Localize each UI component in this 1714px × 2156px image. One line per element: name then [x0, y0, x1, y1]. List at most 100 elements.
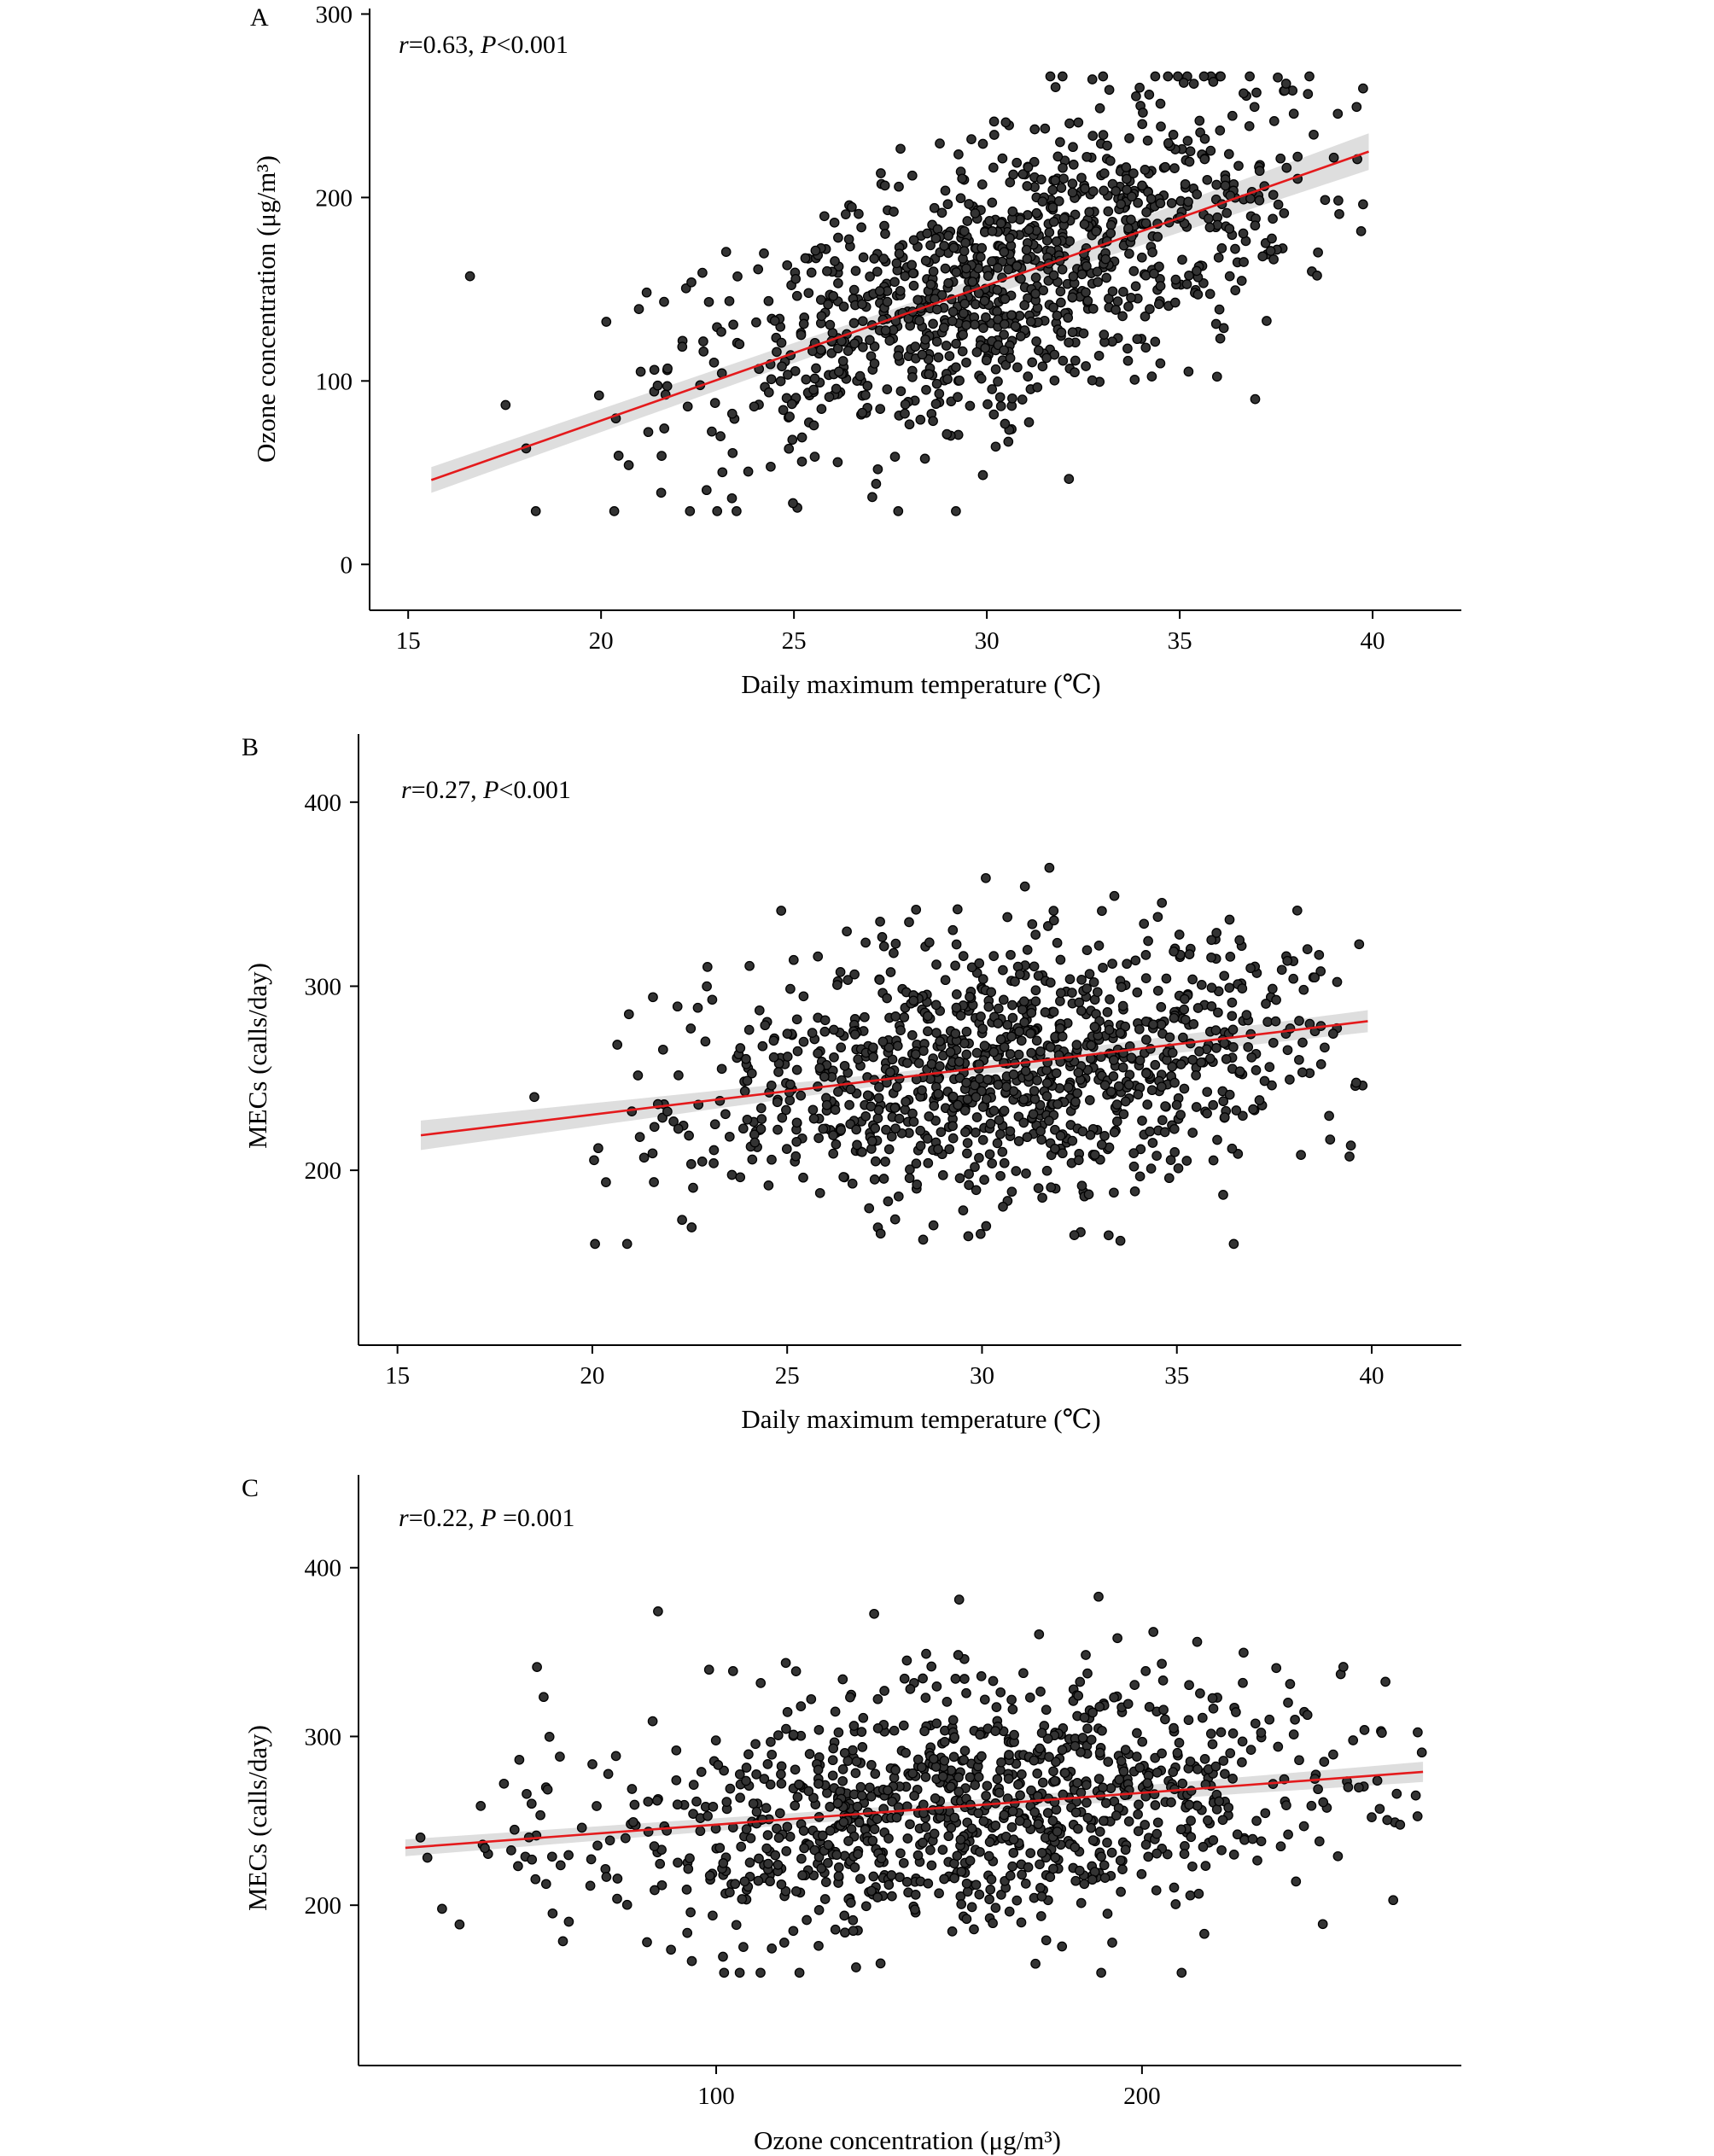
data-point	[961, 1878, 972, 1889]
data-point	[980, 342, 991, 353]
data-point	[813, 1940, 824, 1951]
data-point	[895, 285, 906, 296]
data-point	[781, 1144, 792, 1154]
data-point	[1237, 1736, 1248, 1747]
data-point	[1082, 1723, 1093, 1734]
data-point	[1147, 1138, 1158, 1148]
data-point	[1031, 1035, 1042, 1046]
data-point	[1285, 1075, 1295, 1085]
data-point	[563, 1916, 574, 1927]
data-point	[1126, 292, 1136, 303]
data-point	[823, 1857, 833, 1868]
data-point	[1017, 1869, 1027, 1880]
data-point	[1020, 1879, 1031, 1889]
data-point	[998, 1201, 1008, 1212]
data-point	[842, 975, 854, 985]
data-point	[852, 1139, 862, 1151]
data-point	[1058, 213, 1070, 224]
data-point	[715, 431, 726, 441]
data-point	[1410, 1790, 1421, 1801]
data-point	[958, 329, 968, 341]
data-point	[999, 1157, 1010, 1168]
data-point	[947, 1926, 958, 1937]
data-point	[768, 1052, 779, 1063]
data-point	[949, 1873, 959, 1884]
data-point	[856, 1727, 867, 1737]
data-point	[1152, 231, 1163, 242]
data-point	[1086, 1734, 1097, 1745]
data-point	[911, 1158, 922, 1169]
data-point	[1132, 1728, 1142, 1739]
data-point	[1046, 1182, 1057, 1192]
data-point	[845, 1692, 855, 1703]
data-point	[737, 1123, 749, 1134]
data-point	[1058, 162, 1068, 173]
data-point	[1092, 266, 1103, 277]
data-point	[1070, 367, 1080, 378]
data-point	[708, 1910, 718, 1921]
data-point	[1002, 1019, 1013, 1030]
data-point	[1185, 1890, 1196, 1901]
data-point	[1416, 1747, 1427, 1758]
data-point	[1006, 949, 1016, 960]
data-point	[808, 1113, 819, 1124]
data-point	[813, 1779, 824, 1789]
data-point	[797, 1870, 807, 1880]
data-point	[1006, 1186, 1017, 1197]
data-point	[869, 1824, 880, 1834]
data-point	[1283, 1698, 1293, 1708]
data-point	[858, 1712, 869, 1723]
data-point	[828, 1024, 839, 1035]
data-point	[1157, 1748, 1167, 1759]
data-point	[923, 1011, 933, 1022]
data-point	[944, 1144, 955, 1155]
data-point	[1227, 110, 1238, 121]
data-point	[1214, 304, 1225, 315]
data-point	[801, 374, 812, 385]
data-point	[1185, 1756, 1196, 1767]
data-point	[893, 506, 904, 516]
data-point	[1105, 219, 1116, 230]
data-point	[928, 1753, 939, 1764]
data-point	[1079, 1712, 1090, 1723]
data-point	[901, 1655, 912, 1666]
data-point	[1017, 169, 1029, 179]
data-point	[1211, 928, 1222, 938]
data-point	[1113, 1081, 1124, 1092]
data-point	[931, 336, 942, 347]
data-point	[803, 1786, 814, 1797]
data-point	[965, 1772, 976, 1783]
data-point	[1312, 271, 1322, 281]
data-point	[776, 1879, 787, 1890]
y-tick-label: 0	[341, 551, 353, 579]
data-point	[947, 1091, 959, 1102]
data-point	[959, 1105, 971, 1116]
data-point	[590, 1238, 600, 1250]
data-point	[1156, 1019, 1167, 1030]
data-point	[737, 1894, 748, 1904]
data-point	[1268, 1037, 1279, 1048]
data-point	[1064, 974, 1076, 985]
data-point	[1157, 1675, 1169, 1686]
data-point	[862, 1090, 873, 1101]
data-point	[809, 1844, 820, 1856]
data-point	[837, 1764, 848, 1774]
data-point	[813, 1724, 825, 1735]
data-point	[947, 316, 958, 326]
data-point	[828, 290, 839, 301]
data-point	[763, 387, 774, 398]
data-point	[1070, 355, 1081, 366]
data-point	[796, 432, 807, 443]
data-point	[1048, 217, 1059, 227]
data-point	[1109, 890, 1120, 901]
data-point	[796, 1090, 807, 1101]
data-point	[688, 1182, 698, 1193]
data-point	[1108, 1071, 1119, 1081]
data-point	[692, 1002, 703, 1013]
data-point	[776, 1778, 787, 1789]
data-point	[995, 218, 1006, 229]
data-point	[990, 364, 1001, 375]
data-point	[1087, 1707, 1098, 1718]
data-point	[867, 492, 877, 503]
data-point	[1184, 156, 1195, 167]
